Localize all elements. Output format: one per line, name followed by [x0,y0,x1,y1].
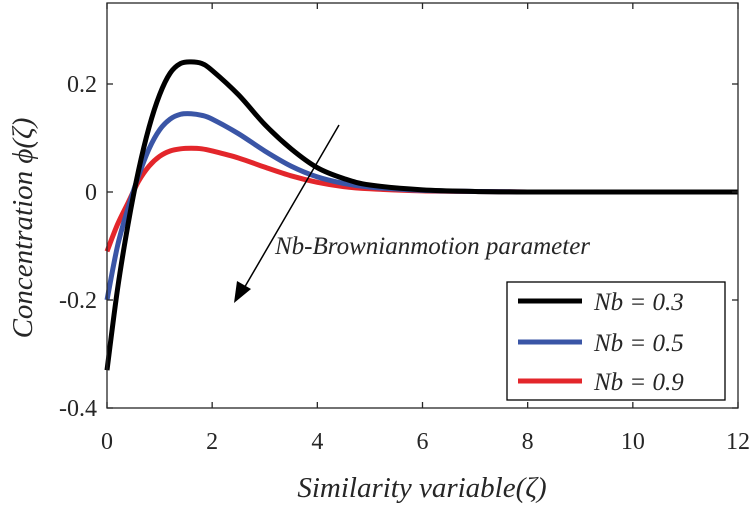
legend-label-nb-0-3: Nb = 0.3 [593,289,684,316]
annotation-arrowhead [234,281,251,303]
annotation-arrow-shaft [242,124,340,291]
x-tick-label: 4 [311,429,323,455]
y-tick-label: -0.4 [59,396,97,422]
x-tick-label: 10 [621,429,645,455]
y-tick-label: -0.2 [59,288,97,314]
x-tick-label: 2 [206,429,218,455]
legend-label-nb-0-5: Nb = 0.5 [593,330,684,357]
x-tick-label: 6 [417,429,429,455]
ticks-layer: 0 2 4 6 8 10 12 -0.4 -0.2 0 0.2 [59,3,750,455]
annotation-text: Nb-Brownianmotion parameter [274,233,590,260]
x-tick-label: 8 [522,429,534,455]
x-axis-label: Similarity variable(ζ) [297,472,546,504]
annotation: Nb-Brownianmotion parameter [234,124,590,303]
legend-label-nb-0-9: Nb = 0.9 [593,369,684,396]
y-tick-label: 0 [85,180,97,206]
series-layer [104,59,738,371]
legend: Nb = 0.3 Nb = 0.5 Nb = 0.9 [506,281,726,401]
x-tick-label: 0 [101,429,113,455]
series-line-nb-0-5 [104,111,738,301]
series-line-nb-0-3 [104,59,738,371]
x-tick-label: 12 [726,429,750,455]
y-axis-label: Concentration ϕ(ζ) [7,118,39,339]
y-tick-label: 0.2 [67,72,97,98]
